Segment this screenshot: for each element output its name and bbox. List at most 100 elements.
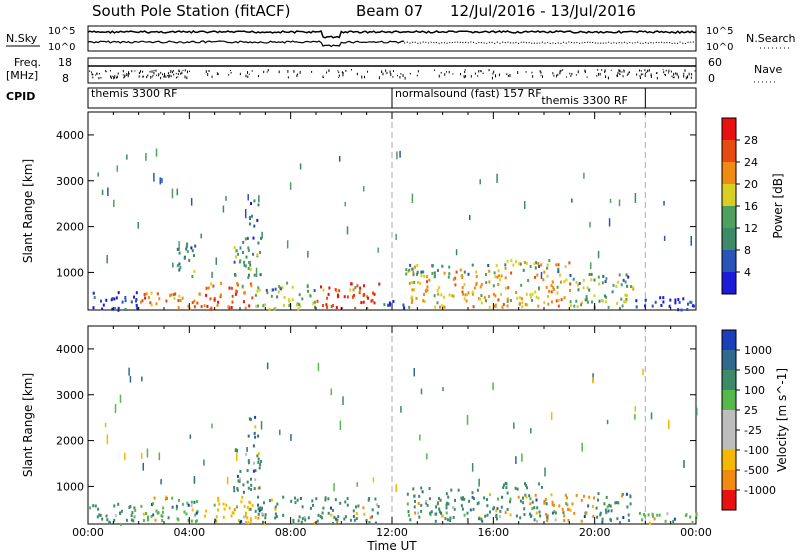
heatmap-cell xyxy=(469,508,472,512)
heatmap-cell xyxy=(233,260,236,264)
nsearch-dot xyxy=(510,42,512,44)
sparse-echo xyxy=(668,419,670,430)
heatmap-cell xyxy=(243,260,245,264)
nsearch-dot xyxy=(634,42,636,44)
heatmap-cell xyxy=(509,513,512,517)
heatmap-cell xyxy=(443,271,446,275)
nave-dot xyxy=(640,73,642,76)
y-tick-label: 1000 xyxy=(56,480,84,493)
heatmap-cell xyxy=(529,295,532,299)
heatmap-cell xyxy=(423,293,425,296)
nsearch-dot xyxy=(578,42,581,44)
heatmap-cell xyxy=(647,513,650,517)
heatmap-cell xyxy=(471,290,474,294)
heatmap-cell xyxy=(423,274,426,278)
nsky-line-2 xyxy=(87,40,405,48)
sparse-echo xyxy=(203,459,205,466)
heatmap-cell xyxy=(258,466,261,470)
heatmap-cell xyxy=(644,304,647,308)
heatmap-cell xyxy=(616,517,619,521)
nave-dot xyxy=(639,75,641,77)
heatmap-cell xyxy=(592,514,595,518)
nave-dot xyxy=(158,74,160,77)
heatmap-cell xyxy=(496,507,499,511)
heatmap-cell xyxy=(231,300,234,304)
heatmap-cell xyxy=(537,262,540,265)
heatmap-cell xyxy=(418,515,421,519)
time-axis-label: Time UT xyxy=(366,539,417,553)
heatmap-cell xyxy=(553,510,556,514)
heatmap-cell xyxy=(245,520,248,524)
heatmap-cell xyxy=(263,501,265,505)
heatmap-cell xyxy=(223,507,226,511)
heatmap-cell xyxy=(590,278,593,282)
heatmap-cell xyxy=(533,506,536,510)
nsearch-dot xyxy=(515,42,517,44)
heatmap-cell xyxy=(162,506,165,510)
heatmap-cell xyxy=(181,502,184,506)
nave-dot xyxy=(134,70,136,72)
velocity-colorbar-swatch xyxy=(722,350,736,370)
heatmap-cell xyxy=(501,305,504,309)
nave-dot xyxy=(655,72,657,74)
power-colorbar-swatch xyxy=(722,272,736,294)
nave-dot xyxy=(189,70,191,72)
heatmap-cell xyxy=(243,504,246,508)
heatmap-cell xyxy=(321,516,323,520)
heatmap-cell xyxy=(547,295,549,299)
heatmap-cell xyxy=(142,512,145,516)
heatmap-cell xyxy=(191,275,194,278)
heatmap-cell xyxy=(331,521,334,525)
heatmap-cell xyxy=(689,515,692,519)
nave-dot xyxy=(460,72,462,76)
heatmap-cell xyxy=(330,513,333,517)
heatmap-cell xyxy=(227,305,230,309)
heatmap-cell xyxy=(659,296,662,300)
nave-dot xyxy=(675,72,677,75)
heatmap-cell xyxy=(516,487,519,491)
heatmap-cell xyxy=(304,518,307,522)
power-colorbar-swatch xyxy=(722,118,736,140)
heatmap-cell xyxy=(358,291,361,295)
heatmap-cell xyxy=(507,286,510,290)
heatmap-cell xyxy=(583,494,585,498)
heatmap-cell xyxy=(261,512,264,516)
nave-dot xyxy=(211,75,213,78)
heatmap-cell xyxy=(504,511,507,515)
velocity-colorbar-swatch xyxy=(722,330,736,350)
heatmap-cell xyxy=(564,493,567,497)
nave-dot xyxy=(557,73,559,76)
heatmap-cell xyxy=(682,297,685,301)
power-colorbar-tick-label: 28 xyxy=(744,134,758,147)
sparse-echo xyxy=(145,152,147,161)
heatmap-cell xyxy=(333,515,336,519)
heatmap-cell xyxy=(247,267,250,270)
heatmap-cell xyxy=(546,263,549,267)
heatmap-cell xyxy=(144,296,147,300)
nave-dot xyxy=(162,73,164,76)
nave-dot xyxy=(640,70,642,72)
nave-dot xyxy=(539,70,541,73)
heatmap-cell xyxy=(572,277,575,281)
heatmap-cell xyxy=(678,300,681,304)
heatmap-cell xyxy=(337,293,339,297)
nsearch-dot xyxy=(613,42,615,44)
heatmap-cell xyxy=(445,511,448,515)
heatmap-cell xyxy=(239,477,241,481)
nave-dot xyxy=(464,70,466,74)
heatmap-cell xyxy=(409,263,412,267)
heatmap-cell xyxy=(313,289,316,293)
nsearch-dot xyxy=(504,42,506,44)
heatmap-cell xyxy=(563,519,566,523)
heatmap-cell xyxy=(528,494,531,498)
heatmap-cell xyxy=(166,497,168,500)
sparse-echo xyxy=(342,396,344,406)
heatmap-cell xyxy=(445,503,448,507)
nave-dot xyxy=(208,69,210,72)
heatmap-cell xyxy=(171,496,174,500)
heatmap-cell xyxy=(222,515,225,519)
nave-dot xyxy=(228,74,230,76)
heatmap-cell xyxy=(169,294,172,297)
sparse-echo xyxy=(550,412,553,421)
heatmap-cell xyxy=(600,299,603,303)
